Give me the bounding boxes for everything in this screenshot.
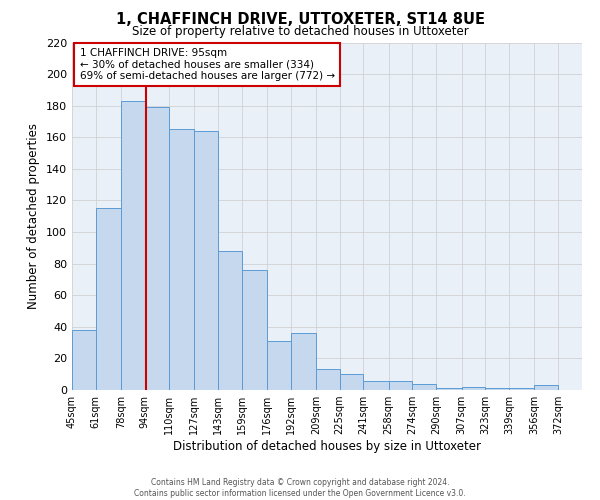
Bar — [267, 341, 290, 390]
Text: 1, CHAFFINCH DRIVE, UTTOXETER, ST14 8UE: 1, CHAFFINCH DRIVE, UTTOXETER, ST14 8UE — [115, 12, 485, 28]
Text: Contains HM Land Registry data © Crown copyright and database right 2024.
Contai: Contains HM Land Registry data © Crown c… — [134, 478, 466, 498]
Bar — [461, 387, 485, 390]
Bar — [436, 388, 461, 390]
Y-axis label: Number of detached properties: Number of detached properties — [28, 123, 40, 309]
Bar — [218, 251, 242, 390]
Bar — [340, 374, 364, 390]
Text: 1 CHAFFINCH DRIVE: 95sqm
← 30% of detached houses are smaller (334)
69% of semi-: 1 CHAFFINCH DRIVE: 95sqm ← 30% of detach… — [80, 48, 335, 81]
Bar — [242, 270, 267, 390]
Bar — [145, 108, 169, 390]
Bar — [485, 388, 509, 390]
Bar — [121, 101, 145, 390]
Bar — [169, 130, 194, 390]
Bar — [72, 330, 96, 390]
Bar — [194, 131, 218, 390]
Bar — [412, 384, 436, 390]
X-axis label: Distribution of detached houses by size in Uttoxeter: Distribution of detached houses by size … — [173, 440, 481, 453]
Bar — [535, 386, 558, 390]
Bar — [389, 380, 412, 390]
Bar — [290, 333, 316, 390]
Bar — [96, 208, 121, 390]
Bar — [509, 388, 535, 390]
Bar — [316, 370, 340, 390]
Text: Size of property relative to detached houses in Uttoxeter: Size of property relative to detached ho… — [131, 25, 469, 38]
Bar — [364, 380, 389, 390]
